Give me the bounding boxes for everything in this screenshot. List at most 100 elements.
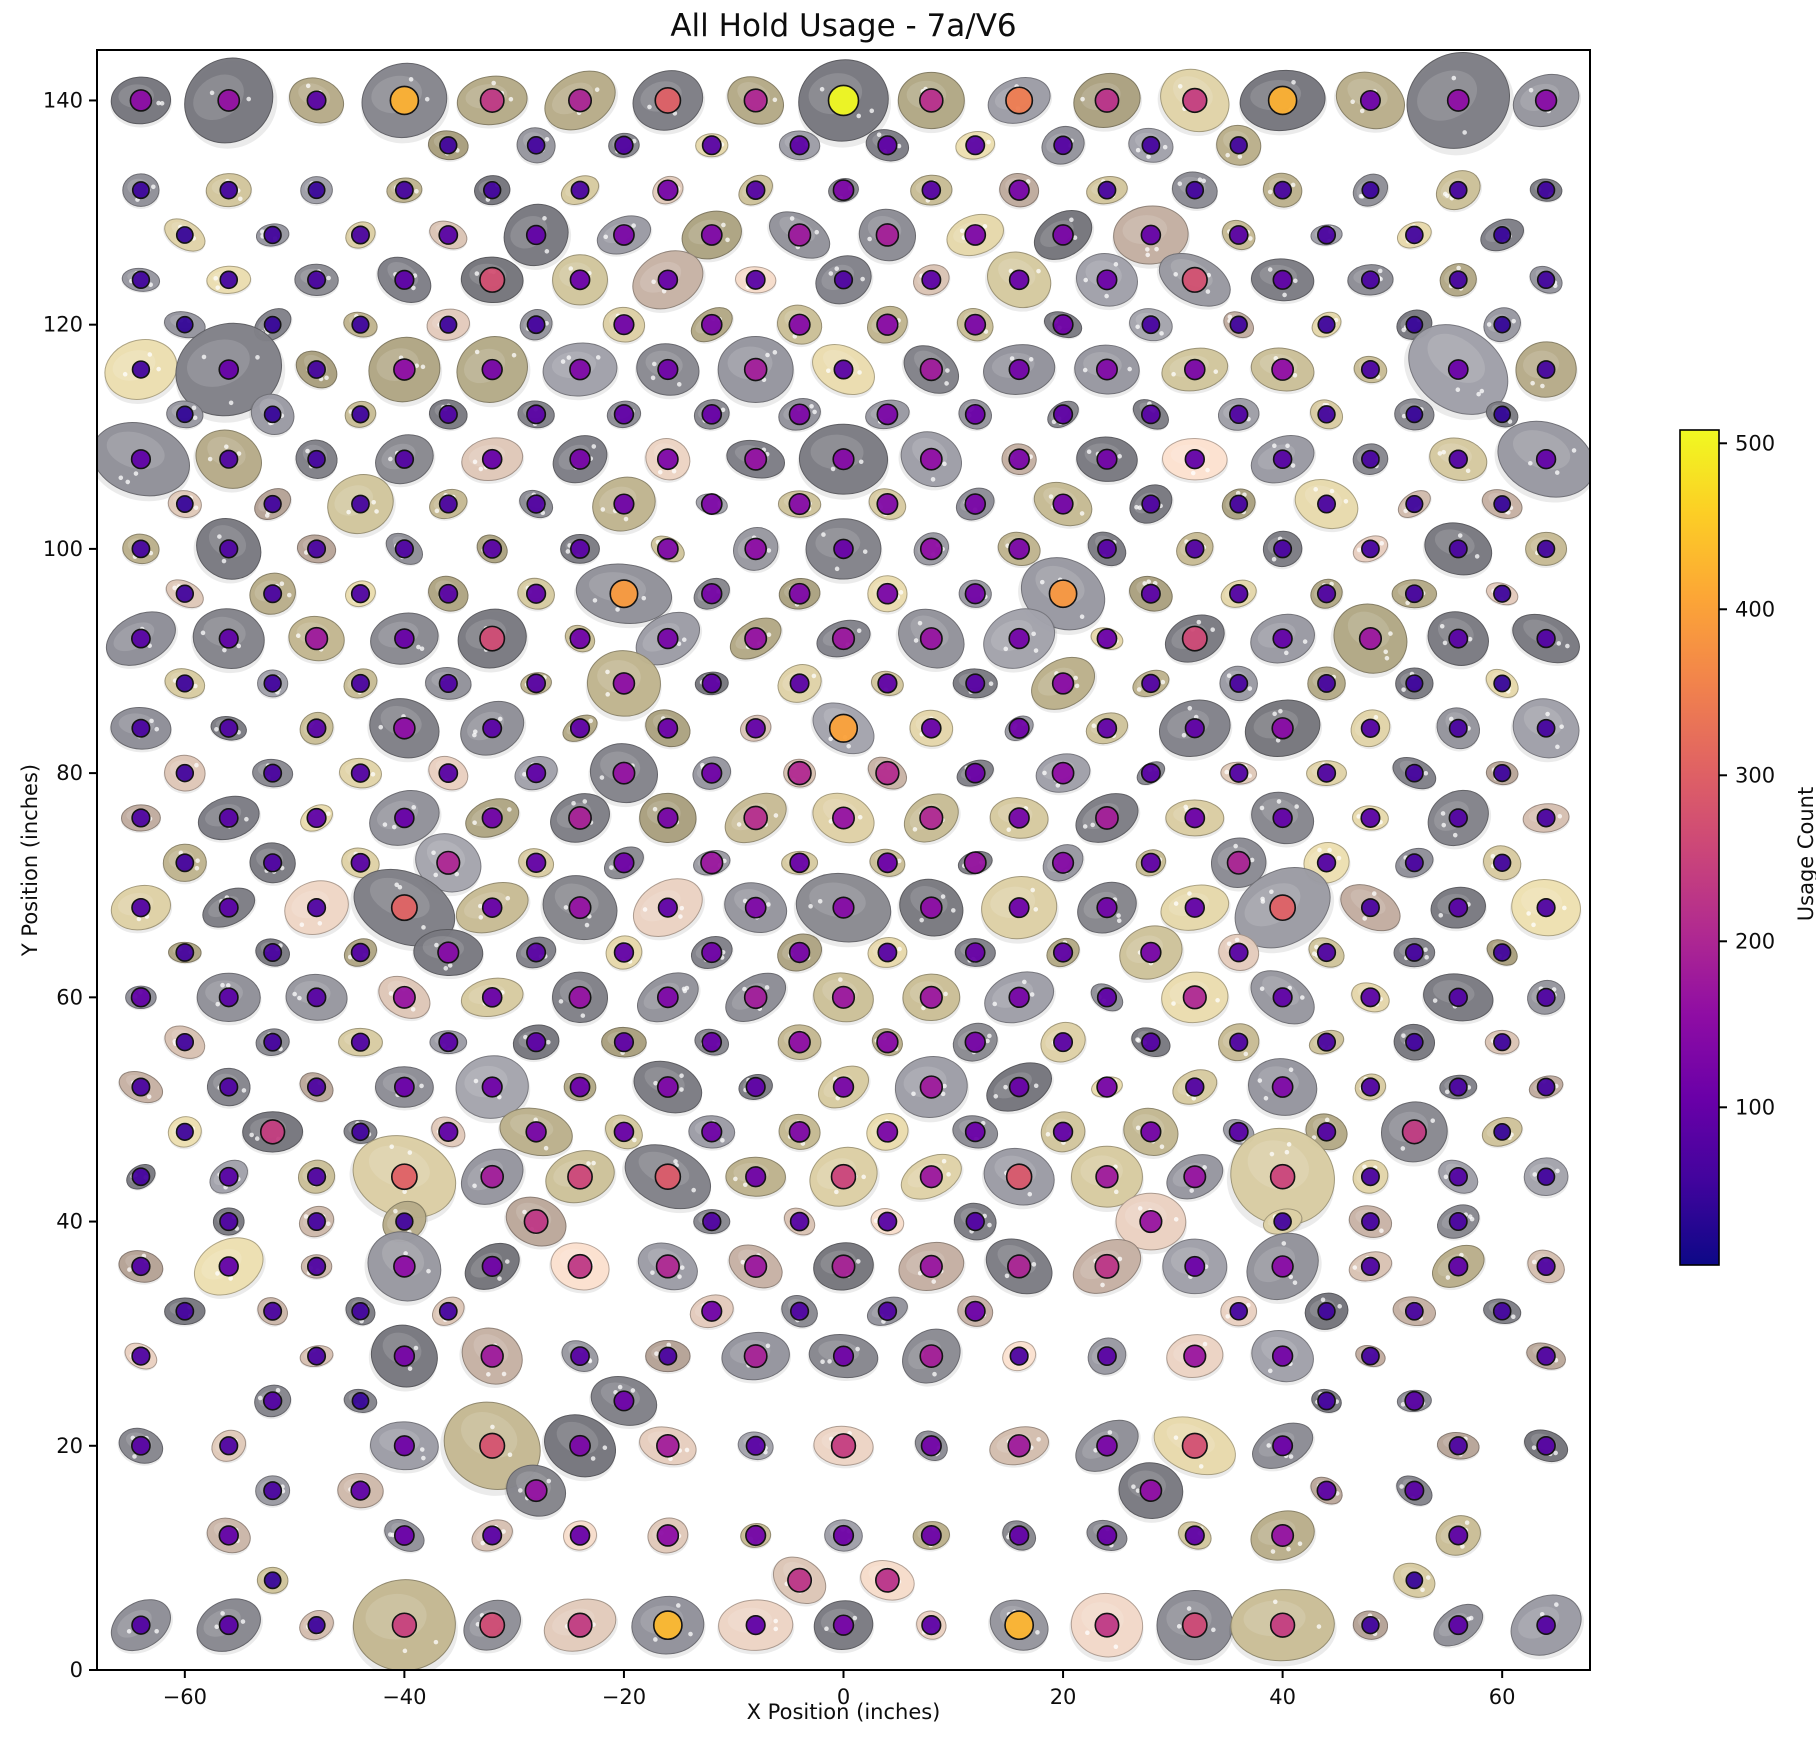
usage-dot	[1536, 808, 1556, 828]
usage-dot	[1272, 628, 1293, 649]
usage-dot	[523, 1209, 549, 1235]
usage-dot	[219, 180, 239, 200]
usage-dot	[745, 1166, 767, 1188]
usage-dot	[877, 1211, 898, 1232]
usage-dot	[1005, 1163, 1033, 1191]
usage-dot	[263, 225, 282, 245]
usage-dot	[259, 1119, 286, 1145]
usage-dot	[350, 673, 370, 693]
usage-dot	[877, 673, 898, 694]
usage-dot	[218, 1166, 239, 1187]
usage-dot	[526, 763, 547, 784]
usage-dot	[481, 448, 503, 470]
usage-dot	[964, 583, 986, 605]
usage-dot	[1140, 404, 1161, 425]
usage-dot	[788, 313, 811, 336]
usage-dot	[921, 269, 942, 290]
usage-dot	[1140, 941, 1162, 964]
usage-dot	[131, 897, 151, 918]
usage-dot	[1405, 405, 1424, 424]
usage-dot	[1317, 315, 1336, 334]
usage-dot	[1317, 1302, 1336, 1321]
usage-dot	[306, 718, 327, 739]
usage-dot	[568, 88, 593, 113]
usage-dot	[393, 1076, 415, 1098]
usage-dot	[1182, 985, 1207, 1010]
usage-dot	[1181, 625, 1208, 652]
usage-dot	[131, 181, 150, 200]
usage-dot	[219, 270, 239, 290]
usage-dot	[919, 357, 944, 382]
usage-dot	[130, 987, 152, 1008]
usage-dot	[877, 1301, 898, 1321]
usage-dot	[393, 1255, 416, 1278]
usage-dot	[963, 851, 987, 875]
usage-dot	[525, 852, 547, 874]
usage-dot	[1008, 1076, 1030, 1098]
usage-dot	[832, 448, 855, 471]
usage-dot	[1008, 717, 1030, 739]
usage-dot	[1448, 1436, 1468, 1456]
usage-dot	[745, 718, 766, 739]
usage-dot	[1317, 674, 1336, 693]
usage-dot	[1008, 897, 1030, 919]
usage-dot	[877, 852, 898, 874]
usage-dot	[788, 941, 811, 964]
usage-dots-layer	[129, 84, 1558, 1641]
usage-dot	[131, 1167, 151, 1187]
y-tick-label: 20	[56, 1434, 83, 1458]
usage-dot	[613, 1121, 635, 1143]
usage-dot	[263, 494, 282, 514]
colorbar-tick-label: 500	[1735, 431, 1775, 455]
usage-dot	[657, 897, 678, 918]
usage-dot	[1448, 1077, 1468, 1097]
usage-dot	[1271, 1345, 1294, 1367]
usage-dot	[787, 760, 812, 786]
usage-dot	[701, 941, 723, 964]
usage-dot	[1358, 626, 1383, 651]
usage-dot	[657, 358, 679, 381]
usage-dot	[701, 673, 722, 694]
usage-dot	[789, 1301, 810, 1321]
usage-dot	[788, 492, 811, 516]
usage-dot	[1360, 1167, 1380, 1187]
usage-dot	[526, 404, 547, 425]
usage-dot	[745, 1615, 766, 1636]
x-tick-label: −60	[163, 1685, 207, 1709]
usage-dot	[394, 539, 414, 559]
usage-dot	[219, 718, 239, 738]
usage-dot	[788, 403, 811, 426]
usage-dot	[744, 896, 767, 919]
usage-dot	[1536, 1435, 1556, 1456]
usage-dot	[482, 1525, 503, 1546]
usage-dot	[1404, 1301, 1424, 1321]
usage-dot	[1184, 1525, 1205, 1546]
usage-dot	[964, 762, 986, 784]
usage-dot	[1316, 584, 1337, 604]
usage-dot	[176, 405, 194, 424]
usage-dot	[307, 270, 327, 290]
usage-dot	[1317, 225, 1337, 245]
usage-dot	[1139, 1209, 1163, 1234]
usage-dot	[919, 88, 944, 113]
usage-dot	[1141, 315, 1161, 335]
usage-dot	[830, 1433, 857, 1459]
usage-dot	[130, 449, 152, 470]
usage-dot	[304, 626, 329, 651]
usage-dot	[832, 896, 855, 919]
usage-dot	[701, 1031, 723, 1053]
usage-dot	[1492, 943, 1512, 962]
usage-dot	[1269, 1163, 1296, 1190]
usage-dot	[787, 223, 812, 247]
usage-dot	[919, 1254, 943, 1279]
usage-dot	[306, 90, 327, 111]
usage-dot	[609, 579, 639, 609]
usage-dot	[263, 584, 283, 604]
usage-dot	[219, 449, 239, 469]
usage-dot	[526, 942, 547, 963]
usage-dot	[613, 493, 635, 515]
usage-dot	[1051, 672, 1075, 695]
usage-dot	[1097, 1346, 1117, 1366]
colorbar-tick-label: 300	[1735, 763, 1775, 787]
